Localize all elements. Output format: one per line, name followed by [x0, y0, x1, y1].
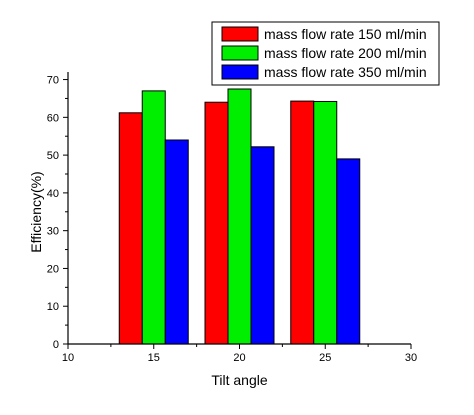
y-tick-label: 60 [47, 112, 59, 124]
x-tick-label: 25 [319, 352, 331, 364]
y-tick-label: 0 [53, 339, 59, 351]
bar-25-series-1 [290, 100, 315, 345]
bar-20-series-2 [227, 88, 252, 345]
y-tick-label: 70 [47, 75, 59, 87]
bar-20-series-3 [250, 146, 275, 345]
legend-swatch [221, 26, 259, 42]
bar-20-series-1 [204, 101, 229, 345]
bar-25-series-3 [336, 158, 361, 345]
x-tick-label: 20 [233, 352, 245, 364]
y-tick-label: 10 [47, 301, 59, 313]
bar-15-series-1 [118, 112, 143, 345]
bar-25-series-2 [313, 100, 338, 345]
legend-swatch [221, 64, 259, 80]
y-tick-label: 30 [47, 226, 59, 238]
y-tick-label: 40 [47, 188, 59, 200]
legend-label: mass flow rate 350 ml/min [264, 64, 427, 80]
bars-layer [118, 88, 361, 345]
bar-15-series-3 [164, 139, 189, 345]
bar-15-series-2 [141, 90, 166, 345]
legend-label: mass flow rate 150 ml/min [264, 26, 427, 42]
x-tick-label: 30 [405, 352, 417, 364]
legend: mass flow rate 150 ml/min mass flow rate … [211, 21, 440, 86]
y-tick-label: 50 [47, 150, 59, 162]
y-axis-title: Efficiency(%) [28, 171, 44, 252]
x-tick-label: 15 [148, 352, 160, 364]
y-tick-label: 20 [47, 263, 59, 275]
x-axis-title: Tilt angle [211, 372, 268, 388]
x-tick-label: 10 [62, 352, 74, 364]
legend-label: mass flow rate 200 ml/min [264, 45, 427, 61]
legend-swatch [221, 45, 259, 61]
